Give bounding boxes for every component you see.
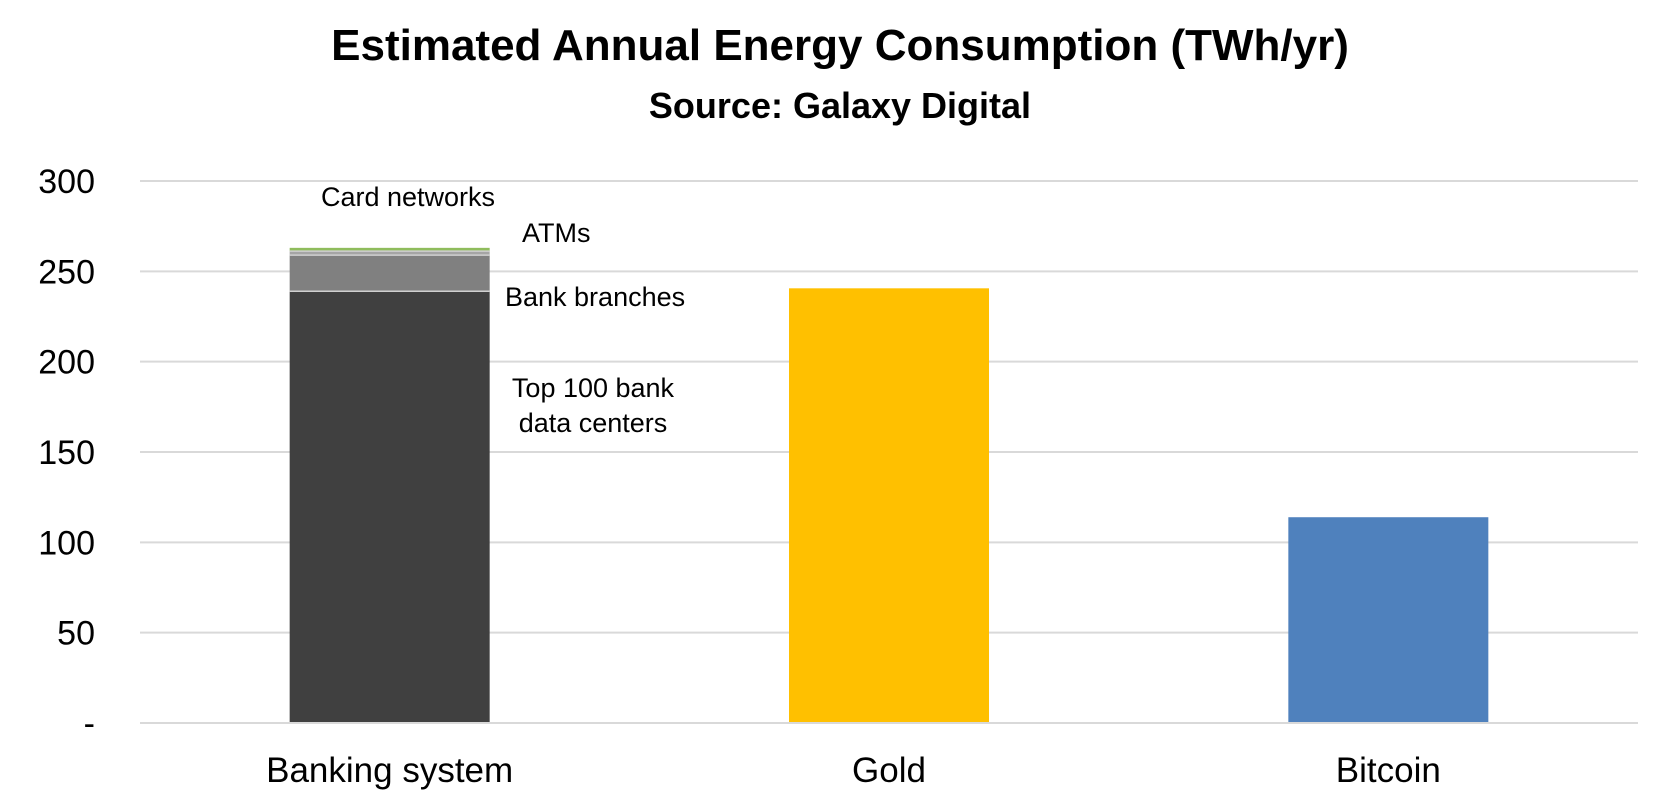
bar-segment-0-2 xyxy=(289,251,490,256)
x-category-label: Gold xyxy=(852,751,926,790)
segment-label: data centers xyxy=(519,408,668,438)
y-tick-label: 50 xyxy=(57,615,95,653)
bar-segment-0-1 xyxy=(289,255,490,292)
y-tick-label: 100 xyxy=(38,524,95,562)
y-axis-ticks: - 50 100 150 200 250 300 xyxy=(38,163,95,743)
chart-subtitle: Source: Galaxy Digital xyxy=(649,85,1031,126)
y-tick-label: 150 xyxy=(38,434,95,472)
x-category-label: Bitcoin xyxy=(1336,751,1441,790)
segment-label: Card networks xyxy=(321,182,495,212)
bar-segment-0-0 xyxy=(289,291,490,723)
bar-segment-1-0 xyxy=(789,288,989,723)
bar-segment-0-3 xyxy=(289,247,490,252)
segment-label: Top 100 bank xyxy=(512,373,675,403)
x-axis-categories: Banking system Gold Bitcoin xyxy=(266,751,1441,790)
chart-title: Estimated Annual Energy Consumption (TWh… xyxy=(331,21,1349,70)
segment-label: Bank branches xyxy=(505,282,685,312)
x-category-label: Banking system xyxy=(266,751,513,790)
y-tick-label: - xyxy=(84,705,95,743)
y-tick-label: 200 xyxy=(38,344,95,382)
bar-segment-2-0 xyxy=(1288,517,1489,723)
segment-label: ATMs xyxy=(522,218,591,248)
y-tick-label: 250 xyxy=(38,253,95,291)
segment-labels: Top 100 bank data centers Bank branches ATM… xyxy=(321,182,685,438)
y-tick-label: 300 xyxy=(38,163,95,201)
bars xyxy=(289,247,1489,723)
